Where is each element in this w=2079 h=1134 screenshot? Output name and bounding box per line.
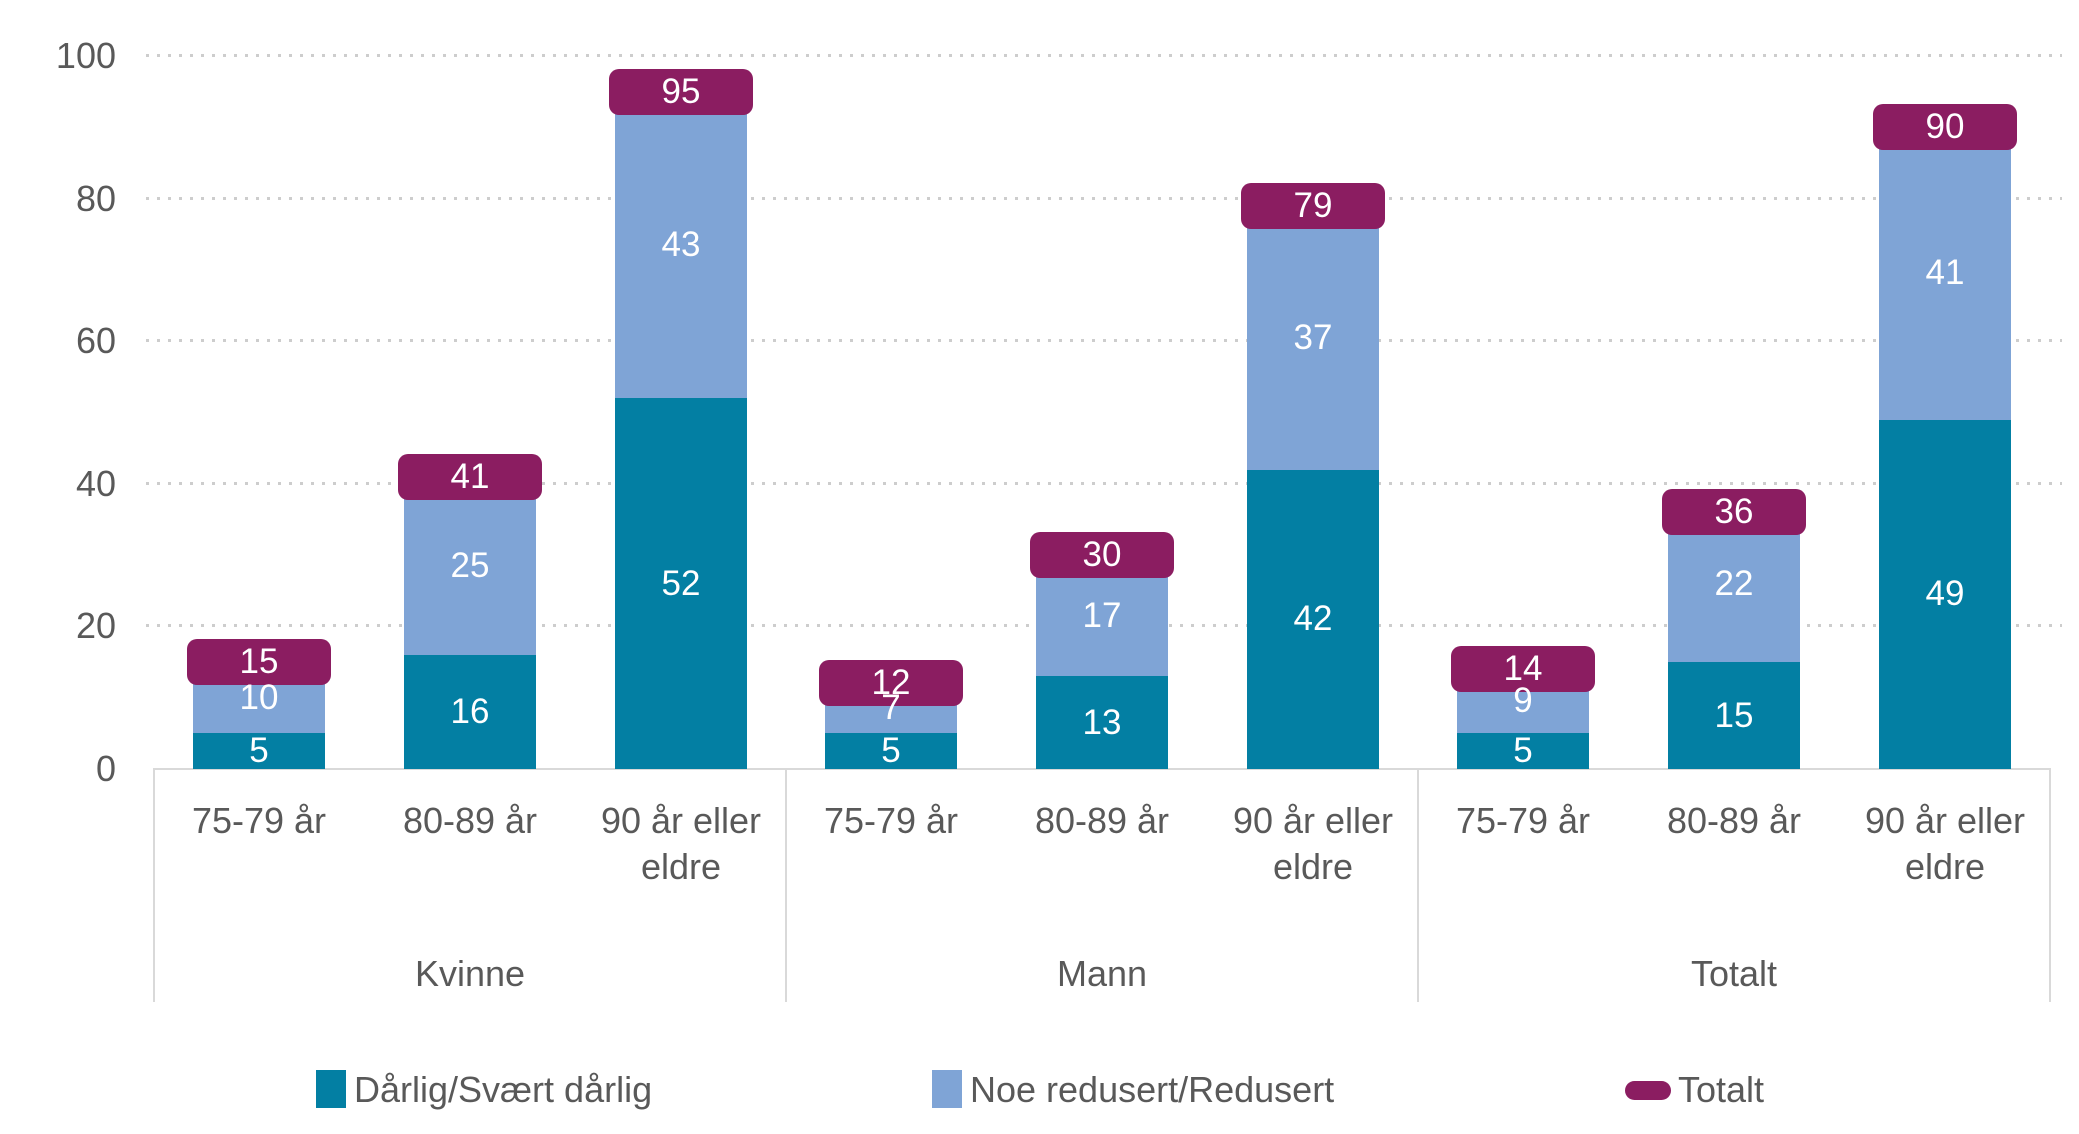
axis-box-right-border: [2049, 768, 2051, 1002]
category-label: 90 år eller eldre: [1864, 800, 2026, 887]
gridline-60: [146, 339, 2062, 342]
bar-value-redusert: 7: [881, 688, 901, 728]
group-label-kvinne: Kvinne: [414, 953, 526, 994]
category-label: 75-79 år: [1455, 800, 1591, 841]
category-label: 90 år eller eldre: [600, 800, 762, 887]
gridline-100: [146, 54, 2062, 57]
group-divider-kvinne-mann: [785, 768, 787, 1002]
y-tick-0: 0: [95, 748, 116, 789]
category-label: 80-89 år: [402, 800, 538, 841]
legend-pill-totalt: [1625, 1081, 1671, 1100]
bar-segment-redusert: [1879, 127, 2011, 420]
bar-total-cap: [1030, 532, 1174, 579]
bar-value-darlig: 42: [1293, 599, 1333, 639]
bar-value-total: 12: [871, 663, 911, 703]
bar-value-redusert: 17: [1082, 595, 1122, 635]
bar-segment-darlig: [193, 733, 325, 769]
bar-value-darlig: 5: [881, 731, 901, 771]
bar-value-total: 79: [1293, 185, 1333, 225]
bar-segment-redusert: [615, 91, 747, 399]
bar-value-total: 41: [450, 456, 490, 496]
bar-total-cap: [1241, 182, 1385, 229]
bar-value-darlig: 13: [1082, 702, 1122, 742]
x-axis-line: [153, 768, 2051, 770]
gridline-80: [146, 197, 2062, 200]
y-tick-60: 60: [75, 320, 116, 361]
bar-value-redusert: 41: [1925, 253, 1965, 293]
axis-box-left-border: [153, 768, 155, 1002]
gridline-40: [146, 482, 2062, 485]
bar-segment-darlig: [1457, 733, 1589, 769]
group-label-mann: Mann: [1056, 953, 1148, 994]
bar-segment-redusert: [1247, 205, 1379, 470]
category-label: 80-89 år: [1034, 800, 1170, 841]
bar-total-cap: [1873, 104, 2017, 151]
bar-value-darlig: 15: [1714, 695, 1754, 735]
bar-segment-darlig: [615, 398, 747, 769]
category-label: 90 år eller eldre: [1232, 800, 1394, 887]
legend-label-totalt: Totalt: [1678, 1069, 1765, 1110]
bar-total-cap: [398, 453, 542, 500]
bar-segment-darlig: [825, 733, 957, 769]
bar-value-darlig: 5: [249, 731, 269, 771]
bar-value-darlig: 49: [1925, 574, 1965, 614]
bar-value-darlig: 5: [1513, 731, 1533, 771]
bar-segment-darlig: [1879, 419, 2011, 769]
legend-label-darlig: Dårlig/Svært dårlig: [354, 1069, 653, 1110]
y-tick-40: 40: [75, 463, 116, 504]
bar-total-cap: [1662, 489, 1806, 536]
bar-segment-darlig: [1036, 676, 1168, 769]
bar-segment-darlig: [1668, 662, 1800, 769]
bar-value-total: 14: [1503, 649, 1543, 689]
bar-value-darlig: 16: [450, 691, 490, 731]
bar-value-total: 95: [661, 71, 701, 111]
bar-total-cap: [1451, 646, 1595, 693]
bar-total-cap: [819, 660, 963, 707]
bar-total-cap: [609, 68, 753, 115]
bar-segment-darlig: [404, 654, 536, 769]
bar-total-cap: [187, 639, 331, 686]
bar-value-total: 30: [1082, 535, 1122, 575]
bar-value-total: 15: [239, 642, 279, 682]
y-tick-20: 20: [75, 605, 116, 646]
bar-value-total: 90: [1925, 107, 1965, 147]
y-tick-100: 100: [55, 35, 116, 76]
category-label: 75-79 år: [191, 800, 327, 841]
bar-value-redusert: 9: [1513, 681, 1533, 721]
bar-value-redusert: 22: [1714, 563, 1754, 603]
bar-segment-redusert: [404, 476, 536, 655]
bar-value-redusert: 37: [1293, 317, 1333, 357]
bar-value-redusert: 10: [239, 677, 279, 717]
group-label-totalt: Totalt: [1690, 953, 1778, 994]
bar-value-total: 36: [1714, 492, 1754, 532]
legend-label-redusert: Noe redusert/Redusert: [970, 1069, 1335, 1110]
legend-swatch-redusert: [932, 1070, 962, 1108]
category-label: 80-89 år: [1666, 800, 1802, 841]
bar-value-redusert: 25: [450, 545, 490, 585]
y-tick-80: 80: [75, 178, 116, 219]
bar-segment-darlig: [1247, 469, 1379, 769]
legend-swatch-darlig: [316, 1070, 346, 1108]
group-divider-mann-totalt: [1417, 768, 1419, 1002]
bar-value-redusert: 43: [661, 224, 701, 264]
bar-value-darlig: 52: [661, 563, 701, 603]
category-label: 75-79 år: [823, 800, 959, 841]
